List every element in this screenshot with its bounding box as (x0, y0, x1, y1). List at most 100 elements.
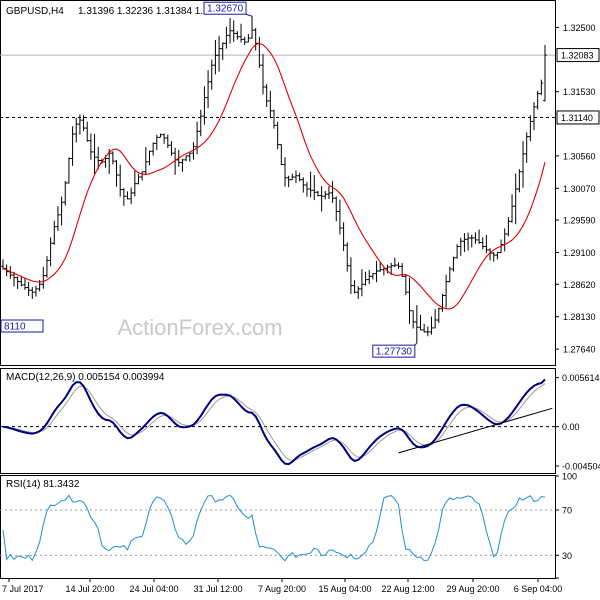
ohlc-bar (539, 79, 544, 96)
ohlc-bar (184, 155, 188, 162)
macd-panel: MACD(12,26,9) 0.005154 0.003994 0.005614… (0, 368, 600, 474)
price-tick-label: 1.28620 (563, 280, 596, 290)
annotation-1.32670: 1.32670 (203, 1, 253, 17)
rsi-label: RSI(14) 81.3432 (6, 479, 80, 490)
ohlc-bar (371, 273, 375, 280)
price-tick-label: 1.28130 (563, 312, 596, 322)
ohlc-bar (429, 316, 434, 335)
ohlc-bar (70, 126, 75, 166)
level-label: 1.31140 (556, 110, 600, 125)
annotation-box (0, 319, 44, 333)
ohlc-bar (506, 217, 511, 237)
ohlc-bar (466, 232, 470, 251)
macd-tick-label: -0.004504 (562, 462, 600, 472)
macd-line (2, 378, 546, 466)
ohlc-bar (495, 251, 500, 260)
ohlc-bar (15, 276, 20, 290)
ohlc-bar (261, 54, 265, 95)
ohlc-bar (195, 121, 199, 155)
ohlc-bar (356, 286, 361, 299)
annotation-1.27730: 1.27730 (372, 342, 418, 358)
ohlc-bar (81, 114, 86, 132)
price-tick-label: 1.29100 (563, 248, 596, 258)
time-axis: 7 Jul 2017 14 Jul 20:00 24 Jul 04:00 31 Jul… (2, 578, 562, 594)
ohlc-bar (535, 90, 540, 110)
ohlc-bar (133, 170, 137, 197)
time-tick-label: 6 Sep 04:00 (514, 584, 563, 594)
ohlc-bar (151, 142, 155, 156)
ohlc-bar (231, 20, 236, 42)
annotation-text: 1.32670 (207, 4, 244, 15)
macd-signal-line (2, 383, 546, 461)
ohlc-bar (316, 190, 320, 197)
ohlc-bar (480, 237, 485, 250)
ohlc-label: 1.31396 1.32236 1.31384 1.32083 (78, 6, 231, 17)
price-axis: 1.32500 1.31530 1.30560 1.30070 1.29590 1.291… (555, 23, 600, 355)
ohlc-bar (220, 42, 225, 61)
ohlc-bar (235, 31, 240, 40)
ohlc-bar (23, 278, 27, 290)
macd-tick-label: 0.00 (562, 422, 580, 432)
last-price-label-text: 1.32083 (561, 51, 594, 61)
time-tick-label: 29 Aug 20:00 (446, 584, 499, 594)
ohlc-bar (444, 274, 448, 308)
ohlc-bar (349, 257, 353, 295)
ohlc-bar (484, 234, 489, 254)
annotation-leader (245, 13, 253, 17)
price-tick-label: 1.29590 (563, 216, 596, 226)
rsi-line (2, 494, 546, 562)
symbol-label: GBPUSD,H4 (6, 6, 64, 17)
ohlc-bar (224, 26, 229, 49)
macd-axis: 0.005614 0.00 -0.004504 (555, 373, 600, 472)
annotation-text: 1.27730 (376, 347, 413, 358)
price-tick-label: 1.31530 (563, 87, 596, 97)
ohlc-bar (396, 262, 401, 269)
price-tick-label: 1.27640 (563, 345, 596, 355)
annotation-box (372, 344, 416, 358)
price-panel-frame (0, 0, 556, 366)
ohlc-bar (187, 152, 192, 162)
moving-average-line (2, 42, 546, 310)
macd-label: MACD(12,26,9) 0.005154 0.003994 (6, 372, 165, 383)
ohlc-bar (473, 232, 478, 244)
ohlc-bar (67, 157, 71, 184)
last-price-label: 1.32083 (556, 48, 600, 63)
rsi-tick-label: 70 (562, 506, 572, 516)
price-panel: ActionForex.com GBPUSD,H4 1.31396 1.3223… (0, 0, 600, 366)
ohlc-bar (59, 196, 64, 226)
ohlc-bar (510, 194, 514, 223)
ohlc-bar (41, 266, 46, 289)
rsi-tick-label: 30 (562, 551, 572, 561)
ohlc-bar (114, 160, 119, 187)
ohlc-bar (308, 171, 313, 198)
watermark: ActionForex.com (117, 315, 282, 340)
ohlc-bar (477, 229, 481, 244)
price-grid-lines (0, 54, 555, 118)
ohlc-bar (290, 173, 295, 181)
price-tick-label: 1.32500 (563, 23, 596, 33)
ohlc-bar (198, 109, 203, 137)
ohlc-bar (228, 18, 232, 44)
ohlc-bar (532, 102, 536, 131)
ohlc-bar (363, 271, 368, 286)
price-annotations: 1.32670 1.27730 8110 (0, 1, 418, 358)
ohlc-bar (367, 270, 372, 285)
ohlc-bar (297, 172, 302, 182)
ohlc-bar (74, 117, 79, 143)
ohlc-bar (327, 185, 331, 199)
ohlc-bar (436, 307, 441, 323)
ohlc-bar (415, 305, 419, 344)
time-tick-label: 31 Jul 12:00 (193, 584, 242, 594)
ohlc-bar (52, 220, 57, 245)
ohlc-bar (517, 169, 522, 193)
ohlc-bar (246, 33, 251, 43)
ohlc-bar (422, 323, 426, 333)
ohlc-bar (513, 173, 518, 225)
annotation-box (203, 1, 247, 15)
ohlc-bar (217, 36, 221, 72)
rsi-panel-frame (0, 475, 556, 579)
ohlc-bar (455, 244, 459, 259)
ohlc-bar (155, 134, 159, 151)
ohlc-bar (411, 310, 415, 329)
